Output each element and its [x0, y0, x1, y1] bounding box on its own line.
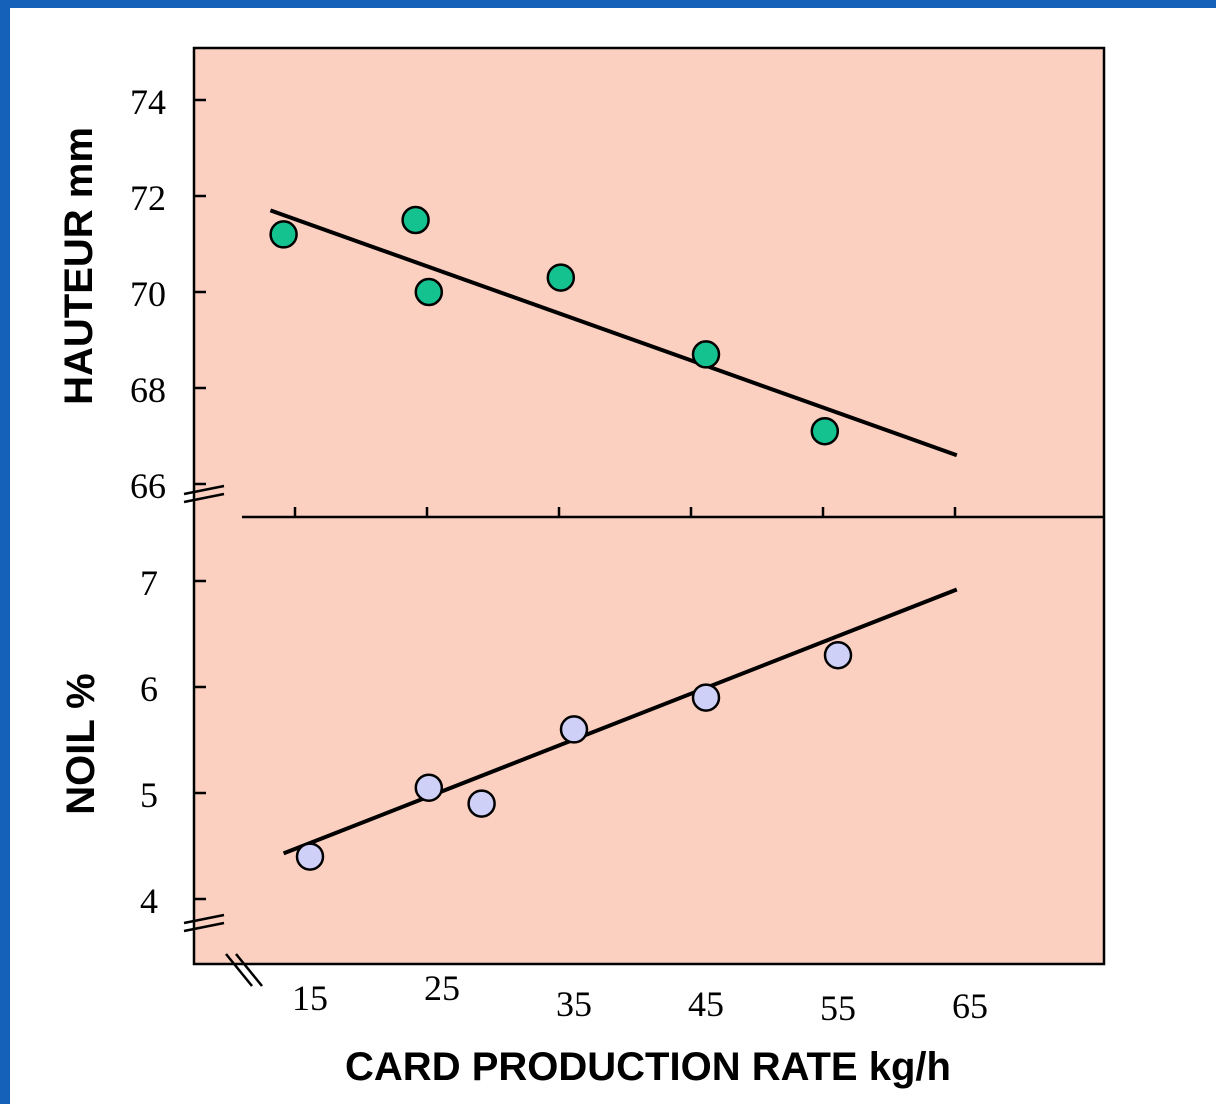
- y-break-mark-top-2: [183, 492, 225, 504]
- x-tick-label-55: 55: [820, 988, 856, 1028]
- trendline-layer: [269, 208, 958, 856]
- bottom-y-tick-label-5: 5: [140, 775, 158, 815]
- plot-area: [192, 46, 1106, 966]
- slide-frame: 66 68 70 72 74 4 5 6 7 15 25 35 45 55 65 HAUTEUR mm NO…: [10, 8, 1216, 1104]
- axis-break-marks: [183, 484, 263, 987]
- bottom-y-tick-label-7: 7: [140, 563, 158, 603]
- top-point-6: [810, 416, 840, 446]
- x-tick-label-45: 45: [688, 984, 724, 1024]
- top-y-tick-label-68: 68: [130, 370, 166, 410]
- x-tick-label-15: 15: [292, 978, 328, 1018]
- x-tick-label-25: 25: [424, 968, 460, 1008]
- x-tick-label-65: 65: [952, 986, 988, 1026]
- top-point-4: [546, 263, 576, 292]
- bottom-y-axis-title: NOIL %: [59, 673, 103, 815]
- bottom-point-6: [823, 640, 853, 670]
- top-y-tick-label-74: 74: [130, 82, 166, 122]
- y-break-mark-bottom-2: [183, 921, 225, 933]
- top-y-axis-title: HAUTEUR mm: [57, 127, 101, 405]
- bottom-trendline: [282, 587, 958, 856]
- x-tick-label-35: 35: [556, 984, 592, 1024]
- top-trendline: [269, 208, 958, 458]
- top-point-1: [269, 220, 298, 249]
- top-point-2: [401, 205, 430, 235]
- bottom-y-tick-label-6: 6: [140, 669, 158, 709]
- bottom-y-tick-label-4: 4: [140, 881, 158, 921]
- top-y-tick-label-70: 70: [130, 274, 166, 314]
- top-point-3: [414, 277, 444, 307]
- bottom-point-3: [467, 789, 496, 818]
- tick-layer: [194, 98, 957, 901]
- bottom-point-1: [295, 842, 325, 871]
- x-break-mark-1: [225, 953, 253, 987]
- x-axis-title: CARD PRODUCTION RATE kg/h: [345, 1045, 951, 1089]
- points-layer: [269, 205, 853, 871]
- top-y-tick-label-66: 66: [130, 466, 166, 506]
- y-break-mark-bottom-1: [183, 913, 225, 925]
- top-point-5: [691, 340, 721, 369]
- bottom-point-4: [559, 715, 589, 744]
- x-break-mark-2: [235, 953, 263, 987]
- y-break-mark-top-1: [183, 484, 225, 496]
- bottom-point-5: [691, 683, 721, 712]
- bottom-point-2: [414, 773, 444, 802]
- top-y-tick-label-72: 72: [130, 178, 166, 218]
